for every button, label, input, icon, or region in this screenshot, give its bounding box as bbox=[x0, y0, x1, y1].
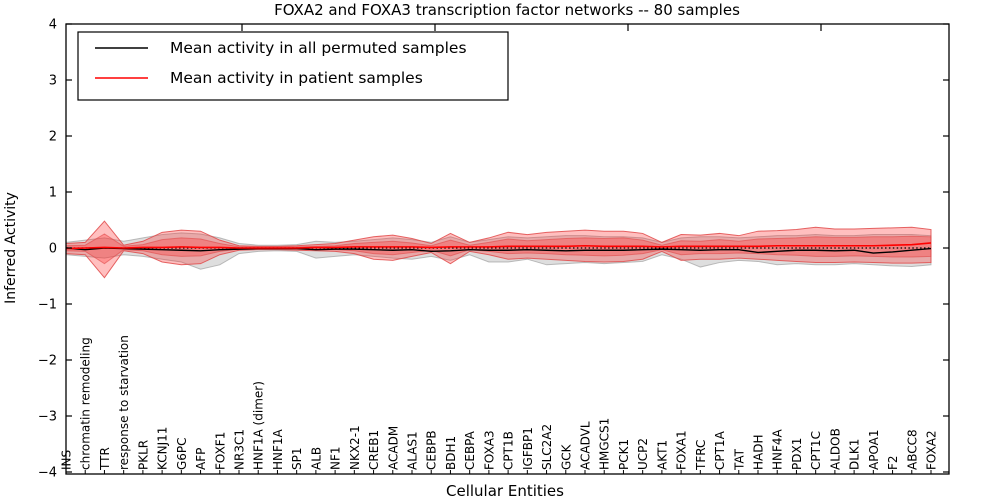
x-tick-label: KCNJ11 bbox=[156, 427, 170, 470]
legend: Mean activity in all permuted samples Me… bbox=[77, 31, 509, 101]
x-tick-label: BDH1 bbox=[444, 436, 458, 470]
x-tick-label: DLK1 bbox=[848, 439, 862, 470]
x-tick-label: NF1 bbox=[329, 446, 343, 470]
x-tick-label: AFP bbox=[194, 448, 208, 470]
y-tick-label: −1 bbox=[38, 298, 57, 313]
x-tick-label: FOXA1 bbox=[675, 430, 689, 470]
x-tick-label: PKLR bbox=[136, 440, 150, 470]
x-tick-label: F2 bbox=[886, 455, 900, 470]
x-tick-label: UCP2 bbox=[636, 438, 650, 470]
x-tick-label: TFRC bbox=[694, 440, 708, 471]
y-tick-label: −2 bbox=[38, 354, 57, 369]
lines-layer bbox=[65, 242, 932, 254]
x-tick-label: SLC2A2 bbox=[540, 424, 554, 470]
x-tick-label: ALAS1 bbox=[406, 431, 420, 470]
legend-patient-label: Mean activity in patient samples bbox=[170, 69, 423, 87]
x-tick-label: HNF1A (dimer) bbox=[252, 381, 266, 470]
x-tick-label: ABCC8 bbox=[905, 429, 919, 470]
x-tick-label: NR3C1 bbox=[233, 429, 247, 470]
y-tick-label: −3 bbox=[38, 410, 57, 425]
x-tick-label: ALB bbox=[309, 447, 323, 470]
x-tick-label: INS bbox=[60, 450, 74, 470]
bands-layer bbox=[65, 220, 932, 279]
x-tick-label: APOA1 bbox=[867, 429, 881, 470]
y-tick-label: 1 bbox=[49, 186, 57, 201]
y-tick-label: 0 bbox=[49, 242, 57, 257]
patient-mean-line bbox=[65, 242, 932, 250]
plot-border bbox=[65, 23, 950, 475]
x-tick-label: response to starvation bbox=[117, 335, 131, 470]
axes-layer bbox=[65, 23, 950, 475]
x-tick-label: CPT1A bbox=[713, 430, 727, 470]
x-tick-label: PCK1 bbox=[617, 439, 631, 470]
x-tick-label: FOXA3 bbox=[482, 430, 496, 470]
permuted-mean-line bbox=[65, 247, 932, 254]
x-tick-label: CEBPB bbox=[425, 430, 439, 470]
chart-title: FOXA2 and FOXA3 transcription factor net… bbox=[274, 1, 740, 19]
legend-box bbox=[77, 31, 509, 101]
y-tick-label: 2 bbox=[49, 130, 57, 145]
x-tick-label: HADH bbox=[752, 435, 766, 471]
x-tick-label: GCK bbox=[559, 443, 573, 470]
x-tick-label: CREB1 bbox=[367, 430, 381, 470]
x-tick-label: FOXF1 bbox=[213, 432, 227, 470]
x-tick-label: IGFBP1 bbox=[521, 427, 535, 470]
x-tick-label: NKX2-1 bbox=[348, 425, 362, 470]
x-tick-label: CPT1C bbox=[809, 431, 823, 470]
legend-permuted-label: Mean activity in all permuted samples bbox=[170, 39, 467, 57]
permuted-sample-range-band bbox=[65, 232, 932, 270]
x-tick-label: ACADVL bbox=[579, 421, 593, 470]
x-tick-label: HMGCS1 bbox=[598, 418, 612, 470]
x-tick-label: CPT1B bbox=[502, 431, 516, 470]
x-tick-label: HNF4A bbox=[771, 428, 785, 470]
x-tick-label: HNF1A bbox=[271, 428, 285, 470]
x-tick-label: ALDOB bbox=[828, 428, 842, 470]
x-tick-label: TAT bbox=[732, 448, 746, 471]
patient-sample-range-inner-band bbox=[65, 233, 932, 265]
x-tick-label: TTR bbox=[98, 447, 112, 471]
y-tick-label: −4 bbox=[38, 466, 57, 481]
x-axis-label: Cellular Entities bbox=[446, 482, 564, 500]
ticks-layer: −4 −3 −2 −1 0 1 2 3 4 INS chromatin remodeling TTR r… bbox=[38, 18, 949, 481]
y-tick-label: 3 bbox=[49, 74, 57, 89]
x-tick-label: G6PC bbox=[175, 437, 189, 470]
x-tick-label: ACADM bbox=[386, 426, 400, 470]
x-tick-label: FOXA2 bbox=[925, 430, 939, 470]
x-tick-label: CEBPA bbox=[463, 430, 477, 470]
y-tick-label: 4 bbox=[49, 18, 57, 33]
y-axis-label: Inferred Activity bbox=[3, 192, 19, 304]
patient-sample-range-outer-band bbox=[65, 220, 932, 279]
x-tick-label: SP1 bbox=[290, 448, 304, 471]
x-tick-label: PDX1 bbox=[790, 438, 804, 470]
x-tick-label: AKT1 bbox=[655, 440, 669, 470]
x-tick-label: chromatin remodeling bbox=[79, 337, 93, 470]
